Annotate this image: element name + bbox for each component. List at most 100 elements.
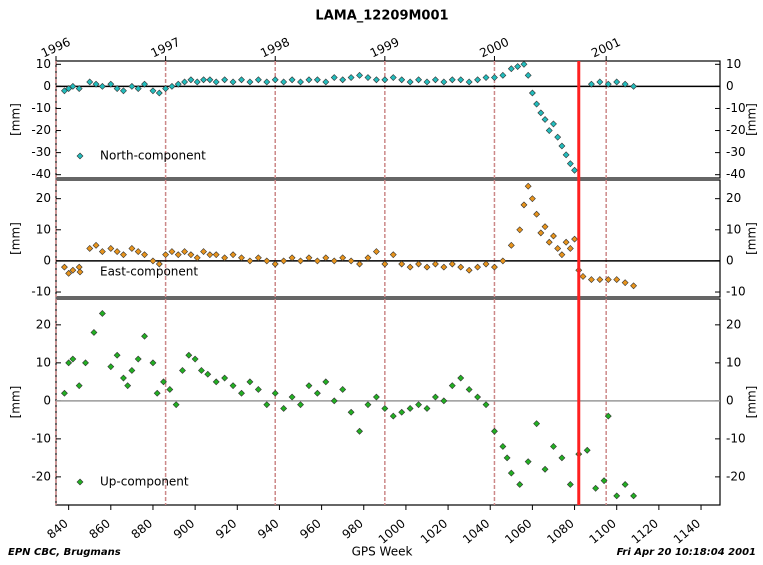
- data-point: [587, 80, 595, 88]
- data-point: [465, 386, 473, 393]
- data-point: [313, 76, 321, 84]
- data-point: [179, 367, 186, 374]
- data-point: [297, 257, 304, 265]
- data-point: [288, 393, 296, 401]
- data-point: [271, 260, 279, 268]
- data-point: [75, 382, 83, 390]
- data-point: [507, 65, 515, 73]
- data-point: [168, 248, 176, 255]
- data-point: [520, 201, 528, 209]
- data-point: [491, 74, 498, 81]
- data-point: [82, 359, 89, 367]
- y-axis-title: [mm]: [9, 103, 23, 136]
- data-point: [621, 279, 629, 287]
- y-axis-title-right: [mm]: [745, 103, 759, 136]
- data-point: [381, 76, 389, 84]
- data-point: [613, 492, 621, 500]
- data-point: [545, 238, 553, 246]
- data-point: [69, 355, 77, 363]
- y-tick-label: 0: [43, 393, 51, 407]
- data-point: [571, 166, 578, 174]
- data-point: [537, 109, 545, 117]
- y-tick-label: 10: [36, 222, 51, 236]
- y-tick-label-right: 0: [726, 79, 734, 93]
- data-point: [280, 78, 288, 86]
- data-point: [172, 401, 180, 409]
- data-point: [482, 74, 490, 81]
- data-point: [98, 310, 106, 317]
- data-point: [600, 477, 608, 485]
- data-point: [305, 254, 313, 262]
- data-point: [592, 484, 600, 492]
- x-tick-label: 860: [86, 516, 113, 541]
- data-point: [621, 80, 629, 88]
- data-point: [297, 401, 304, 409]
- x-tick-label: 900: [171, 516, 198, 541]
- data-point: [187, 76, 195, 84]
- data-point: [330, 74, 338, 81]
- y-axis-title: [mm]: [9, 222, 23, 255]
- data-point: [113, 85, 121, 93]
- data-point: [356, 260, 363, 268]
- data-point: [166, 386, 174, 393]
- data-point: [69, 82, 77, 90]
- data-point: [457, 374, 465, 382]
- data-point: [149, 257, 157, 265]
- x-tick-label: 880: [129, 516, 156, 541]
- data-point: [554, 133, 562, 141]
- data-point: [406, 263, 414, 271]
- data-point: [297, 78, 304, 86]
- y-tick-label-right: 0: [726, 393, 734, 407]
- data-point: [191, 355, 199, 363]
- data-point: [65, 359, 73, 367]
- y-tick-label-right: 20: [726, 317, 741, 331]
- plot-frame: [55, 60, 721, 179]
- y-tick-label: 10: [36, 57, 51, 71]
- data-point: [507, 469, 515, 477]
- data-point: [212, 378, 220, 386]
- data-point: [558, 142, 566, 150]
- y-tick-label-right: 10: [726, 57, 741, 71]
- data-point: [98, 248, 106, 255]
- y-tick-label: -10: [31, 101, 51, 115]
- data-point: [389, 412, 397, 420]
- data-point: [465, 266, 473, 274]
- y-tick-label-right: -10: [726, 431, 746, 445]
- data-point: [528, 89, 536, 97]
- y-tick-label: 20: [36, 317, 51, 331]
- data-point: [596, 78, 604, 86]
- y-tick-label: 20: [36, 191, 51, 205]
- data-point: [550, 443, 557, 450]
- data-point: [181, 248, 189, 255]
- data-point: [330, 257, 338, 265]
- data-point: [160, 378, 167, 386]
- data-point: [533, 420, 541, 428]
- data-point: [92, 80, 100, 88]
- data-point: [356, 71, 363, 79]
- data-point: [221, 374, 229, 382]
- data-point: [86, 245, 94, 252]
- data-point: [61, 389, 68, 397]
- y-axis-title-right: [mm]: [745, 386, 759, 419]
- footer-right: Fri Apr 20 10:18:04 2001: [617, 547, 756, 558]
- data-point: [415, 76, 422, 84]
- data-point: [90, 329, 98, 336]
- data-point: [339, 76, 347, 84]
- y-tick-label-right: -10: [726, 285, 746, 299]
- data-point: [562, 238, 570, 246]
- data-point: [263, 401, 271, 409]
- x-tick-label: 940: [255, 516, 282, 541]
- data-point: [541, 465, 549, 473]
- data-point: [604, 80, 612, 88]
- data-point: [432, 260, 439, 268]
- data-point: [465, 78, 473, 86]
- data-point: [432, 76, 439, 84]
- data-point: [134, 85, 142, 93]
- y-tick-label: -10: [31, 285, 51, 299]
- data-point: [537, 229, 545, 237]
- data-point: [423, 263, 431, 271]
- data-point: [566, 481, 574, 488]
- data-point: [313, 389, 321, 397]
- data-point: [141, 251, 148, 259]
